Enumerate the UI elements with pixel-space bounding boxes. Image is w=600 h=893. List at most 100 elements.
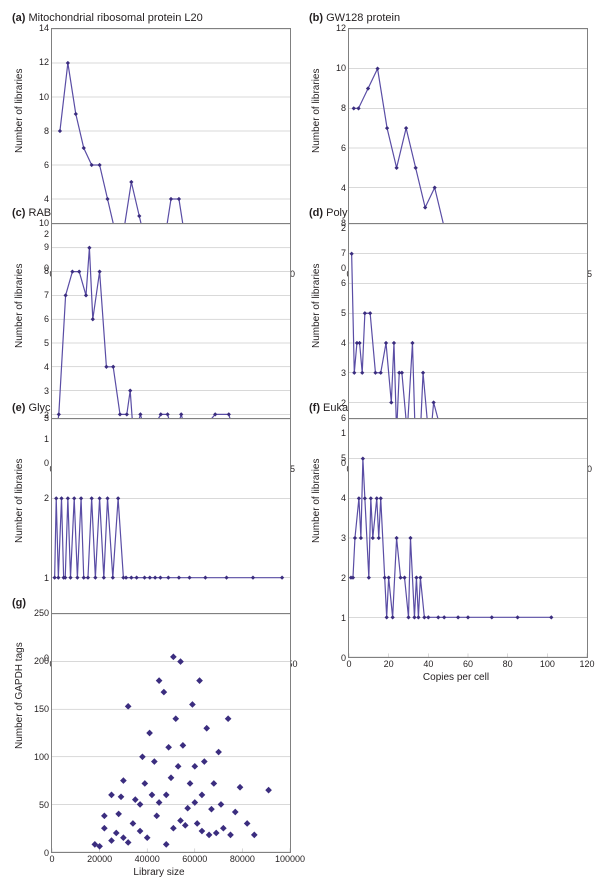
- ytick-label: 2: [44, 493, 49, 503]
- data-marker: [408, 536, 412, 540]
- data-marker: [177, 576, 181, 580]
- ytick-label: 8: [341, 103, 346, 113]
- ytick-label: 8: [341, 218, 346, 228]
- chart-box: Number of libraries012345602040608010012…: [309, 418, 588, 583]
- chart-box: Number of libraries0246810120510152025Co…: [309, 28, 588, 193]
- data-marker: [394, 166, 398, 170]
- panel-tag: (f): [309, 402, 320, 414]
- scatter-marker: [101, 812, 108, 819]
- ytick-label: 4: [341, 338, 346, 348]
- data-line: [60, 63, 266, 250]
- data-marker: [86, 576, 90, 580]
- data-marker: [413, 166, 417, 170]
- data-marker: [56, 576, 60, 580]
- data-marker: [148, 576, 152, 580]
- data-marker: [177, 197, 181, 201]
- panel-b: (b) GW128 protein Number of libraries0246…: [309, 12, 588, 193]
- data-marker: [414, 576, 418, 580]
- panel-e: (e) Glyceraldehyde-3-phosphate dehydroge…: [12, 402, 291, 583]
- scatter-marker: [108, 837, 115, 844]
- ytick-label: 4: [341, 183, 346, 193]
- ytick-label: 6: [341, 278, 346, 288]
- data-marker: [404, 126, 408, 130]
- data-marker: [91, 317, 95, 321]
- data-marker: [385, 615, 389, 619]
- data-marker: [371, 536, 375, 540]
- ytick-label: 7: [44, 290, 49, 300]
- scatter-marker: [130, 820, 137, 827]
- data-line: [354, 69, 568, 248]
- scatter-marker: [139, 753, 146, 760]
- scatter-marker: [244, 820, 251, 827]
- scatter-marker: [220, 825, 227, 832]
- scatter-marker: [211, 780, 218, 787]
- data-marker: [375, 67, 379, 71]
- data-marker: [426, 615, 430, 619]
- data-marker: [82, 576, 86, 580]
- data-marker: [102, 576, 106, 580]
- data-marker: [423, 205, 427, 209]
- ytick-label: 3: [341, 533, 346, 543]
- chart-box: Number of libraries024681012140510152025…: [12, 28, 291, 193]
- ytick-label: 0: [44, 848, 49, 858]
- scatter-marker: [141, 780, 148, 787]
- data-marker: [466, 615, 470, 619]
- ytick-label: 3: [44, 413, 49, 423]
- data-marker: [54, 496, 58, 500]
- y-axis-label: Number of GAPDH tags: [12, 613, 27, 778]
- ytick-label: 3: [341, 368, 346, 378]
- data-marker: [422, 615, 426, 619]
- ytick-label: 12: [336, 23, 346, 33]
- ytick-label: 8: [44, 126, 49, 136]
- data-marker: [142, 576, 146, 580]
- scatter-marker: [168, 774, 175, 781]
- scatter-marker: [165, 744, 172, 751]
- data-marker: [165, 412, 169, 416]
- ytick-label: 250: [34, 608, 49, 618]
- scatter-marker: [184, 805, 191, 812]
- scatter-marker: [177, 658, 184, 665]
- y-axis-label: Number of libraries: [12, 418, 27, 583]
- data-marker: [72, 496, 76, 500]
- scatter-marker: [251, 832, 258, 839]
- chart-box: Number of libraries012345678910051015202…: [12, 223, 291, 388]
- data-marker: [549, 615, 553, 619]
- data-marker: [53, 576, 57, 580]
- data-marker: [227, 412, 231, 416]
- scatter-marker: [170, 654, 177, 661]
- data-marker: [118, 412, 122, 416]
- scatter-marker: [137, 828, 144, 835]
- panel-tag: (e): [12, 402, 25, 414]
- ytick-label: 10: [39, 92, 49, 102]
- data-marker: [128, 388, 132, 392]
- data-marker: [158, 576, 162, 580]
- panel-title: (b) GW128 protein: [309, 12, 588, 24]
- panel-f: (f) Eukaryotic translation initiation fa…: [309, 402, 588, 583]
- data-marker: [97, 496, 101, 500]
- ytick-label: 9: [44, 242, 49, 252]
- data-marker: [124, 576, 128, 580]
- scatter-marker: [213, 830, 220, 837]
- chart-box: Number of libraries012305010015020025030…: [12, 418, 291, 583]
- xtick-label: 100: [540, 659, 555, 669]
- data-marker: [357, 341, 361, 345]
- ytick-label: 4: [44, 362, 49, 372]
- ytick-label: 10: [39, 218, 49, 228]
- data-marker: [84, 293, 88, 297]
- scatter-marker: [120, 834, 127, 841]
- data-marker: [66, 496, 70, 500]
- data-marker: [97, 269, 101, 273]
- data-marker: [418, 576, 422, 580]
- data-marker: [387, 576, 391, 580]
- ytick-label: 2: [341, 573, 346, 583]
- ytick-label: 50: [39, 800, 49, 810]
- panel-d: (d) Poly(A)-binding protein, cytoplasmic…: [309, 207, 588, 388]
- y-axis-label: Number of libraries: [309, 28, 324, 193]
- data-marker: [134, 576, 138, 580]
- x-axis-label: Library size: [27, 867, 291, 878]
- data-marker: [361, 457, 365, 461]
- ytick-label: 0: [341, 653, 346, 663]
- data-marker: [58, 129, 62, 133]
- data-marker: [105, 197, 109, 201]
- data-marker: [74, 112, 78, 116]
